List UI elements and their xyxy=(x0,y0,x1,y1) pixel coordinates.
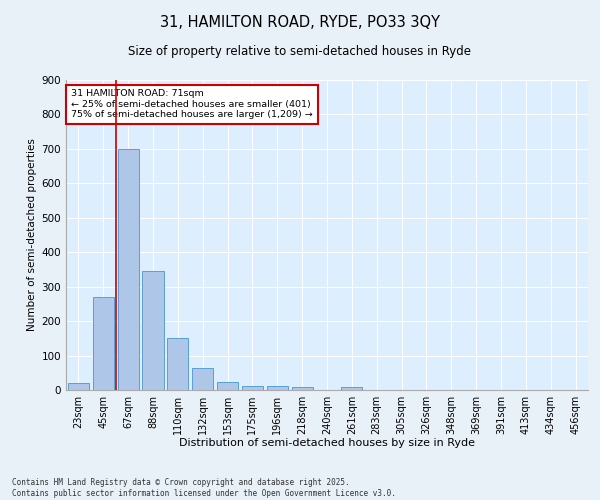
Text: Contains HM Land Registry data © Crown copyright and database right 2025.
Contai: Contains HM Land Registry data © Crown c… xyxy=(12,478,396,498)
Y-axis label: Number of semi-detached properties: Number of semi-detached properties xyxy=(28,138,37,332)
Text: 31, HAMILTON ROAD, RYDE, PO33 3QY: 31, HAMILTON ROAD, RYDE, PO33 3QY xyxy=(160,15,440,30)
Text: 31 HAMILTON ROAD: 71sqm
← 25% of semi-detached houses are smaller (401)
75% of s: 31 HAMILTON ROAD: 71sqm ← 25% of semi-de… xyxy=(71,90,313,119)
Bar xyxy=(118,149,139,390)
Bar xyxy=(142,271,164,390)
Bar xyxy=(167,338,188,390)
Bar xyxy=(267,386,288,390)
Text: Size of property relative to semi-detached houses in Ryde: Size of property relative to semi-detach… xyxy=(128,45,472,58)
Bar xyxy=(242,386,263,390)
Bar xyxy=(341,387,362,390)
Bar xyxy=(93,297,114,390)
Bar xyxy=(217,382,238,390)
Bar xyxy=(192,368,213,390)
Bar xyxy=(68,383,89,390)
Bar xyxy=(292,387,313,390)
X-axis label: Distribution of semi-detached houses by size in Ryde: Distribution of semi-detached houses by … xyxy=(179,438,475,448)
